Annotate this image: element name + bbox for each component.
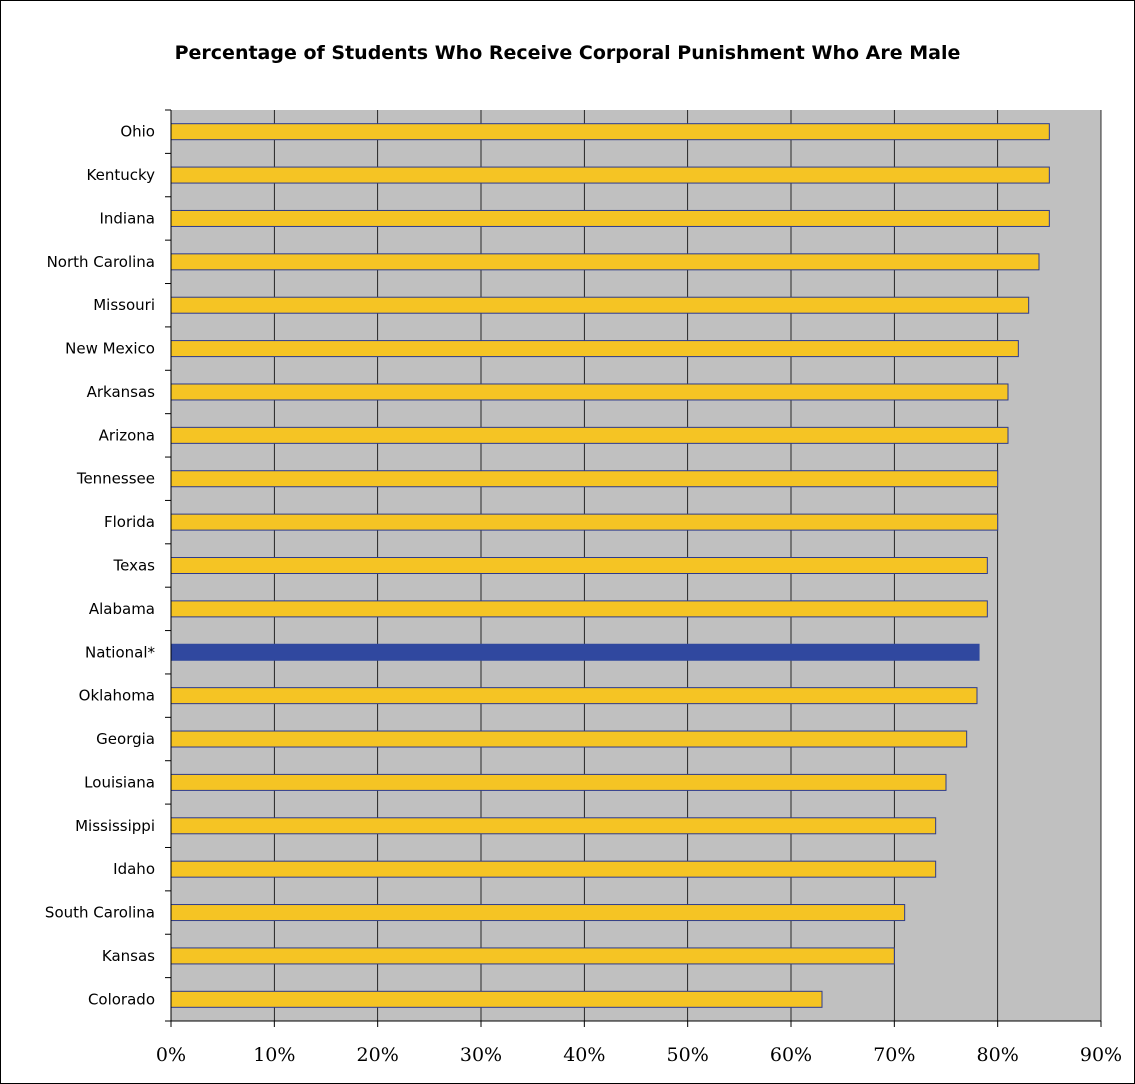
bar-kansas [170,947,895,965]
category-label: Indiana [99,209,155,227]
bar-louisiana [170,773,947,791]
category-label: Idaho [113,860,155,878]
category-label: South Carolina [45,904,155,922]
category-label: Tennessee [76,470,155,488]
bar-mississippi [170,817,937,835]
category-label: Georgia [96,730,155,748]
category-label: Alabama [89,600,155,618]
bar-oklahoma [170,687,978,705]
x-tick-label: 80% [977,1044,1019,1066]
x-tick-label: 40% [563,1044,605,1066]
bar-missouri [170,296,1030,314]
x-tick-labels: 0% 10% 20% 30% 40% 50% 60% 70% 80% 90% [156,1044,1122,1066]
bar-south-carolina [170,904,906,922]
x-tick-label: 60% [770,1044,812,1066]
bar-georgia [170,730,968,748]
chart-title: Percentage of Students Who Receive Corpo… [174,42,961,64]
category-label: National* [85,643,156,661]
category-label: Ohio [120,123,155,141]
bars [170,123,1050,1008]
category-label: Arkansas [87,383,156,401]
x-tick-label: 20% [357,1044,399,1066]
x-tick-label: 50% [667,1044,709,1066]
bar-arizona [170,426,1009,444]
category-label: Oklahoma [79,687,155,705]
category-label: New Mexico [65,340,155,358]
axes [165,109,1102,1027]
bar-national [170,643,980,661]
bar-colorado [170,990,823,1008]
category-label: Mississippi [75,817,155,835]
category-label: Texas [113,557,156,575]
category-label: Florida [104,513,155,531]
bar-arkansas [170,383,1009,401]
category-labels: Ohio Kentucky Indiana North Carolina Missour… [45,123,156,1009]
bar-indiana [170,209,1050,227]
x-tick-label: 90% [1080,1044,1122,1066]
x-tick-label: 70% [873,1044,915,1066]
category-label: North Carolina [47,253,155,271]
x-tick-label: 0% [156,1044,186,1066]
category-label: Louisiana [84,773,155,791]
bar-new-mexico [170,340,1019,358]
x-tick-label: 10% [253,1044,295,1066]
category-label: Kansas [102,947,155,965]
x-tick-label: 30% [460,1044,502,1066]
bar-ohio [170,123,1050,141]
bar-kentucky [170,166,1050,184]
category-label: Colorado [88,990,155,1008]
bar-idaho [170,860,937,878]
category-label: Arizona [99,426,155,444]
category-label: Kentucky [87,166,156,184]
bar-texas [170,557,988,574]
bar-alabama [170,600,988,618]
category-label: Missouri [93,296,155,314]
bar-north-carolina [170,253,1040,271]
bar-florida [170,513,999,531]
bar-tennessee [170,470,999,488]
